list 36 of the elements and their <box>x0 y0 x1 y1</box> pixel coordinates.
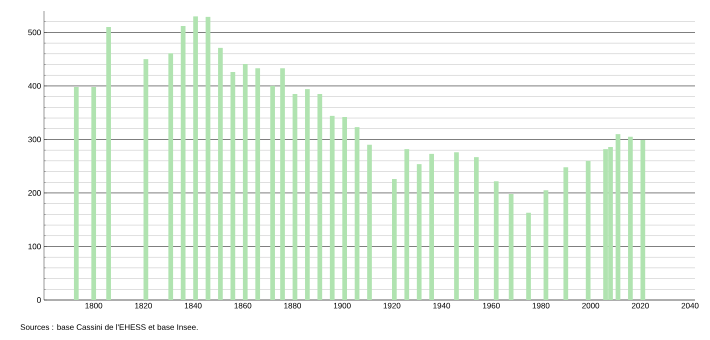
bar <box>280 68 285 300</box>
bar <box>317 94 322 300</box>
bar <box>242 64 248 300</box>
bar <box>640 140 646 300</box>
bar <box>563 167 568 300</box>
bar <box>180 26 186 300</box>
bar <box>404 149 410 300</box>
bar <box>305 89 310 300</box>
bar <box>206 16 210 300</box>
bar <box>429 154 434 300</box>
bar <box>144 59 148 300</box>
bar <box>474 157 479 300</box>
bar <box>218 48 223 300</box>
bar <box>255 68 260 300</box>
bar <box>91 86 96 300</box>
bar <box>367 144 372 300</box>
bar <box>230 72 236 300</box>
bar <box>586 160 591 300</box>
bar <box>342 116 348 300</box>
bar <box>270 86 275 300</box>
bar <box>494 181 499 300</box>
bar <box>544 190 548 300</box>
bar <box>168 53 174 300</box>
bar <box>616 134 620 300</box>
bar <box>526 212 531 300</box>
bar <box>330 116 335 300</box>
bar <box>416 164 422 300</box>
bar <box>392 179 397 300</box>
bar <box>106 27 111 300</box>
bar <box>292 94 298 300</box>
bar <box>508 194 514 300</box>
bar <box>74 86 79 300</box>
bar <box>193 16 198 300</box>
bar <box>354 127 360 300</box>
bar <box>628 136 633 300</box>
bar <box>454 152 459 300</box>
